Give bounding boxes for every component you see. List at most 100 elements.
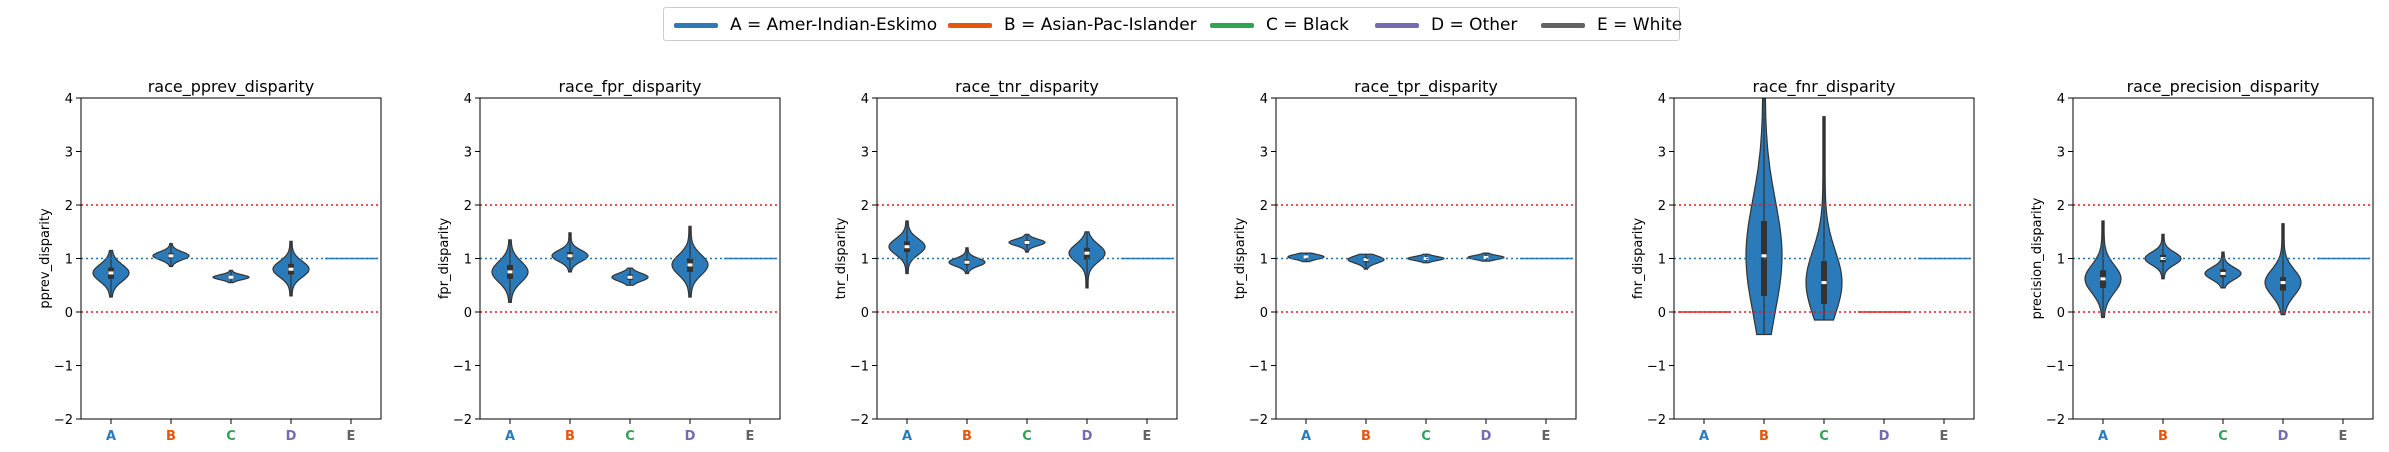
legend-item-e: E = White — [1541, 8, 1682, 42]
panel-5-xtick-label: B — [1759, 429, 1769, 444]
panel-1-ytick-label: −1 — [54, 360, 73, 375]
panel-1-ytick-label: 4 — [65, 92, 73, 107]
panel-6-ytick-label: 2 — [2057, 199, 2065, 214]
panel-3-xtick-label: C — [1022, 429, 1032, 444]
panel-2-frame — [479, 97, 781, 420]
panel-4-xtick-label: D — [1481, 429, 1492, 444]
panel-6-median-D — [2280, 281, 2286, 285]
panel-3-ytick-label: 2 — [861, 199, 869, 214]
legend-swatch-e — [1541, 22, 1585, 28]
panel-1-median-B — [168, 254, 174, 258]
panel-5-ytick-label: 1 — [1658, 253, 1666, 268]
panel-2-median-A — [507, 270, 513, 274]
panel-6-xtick-label: A — [2098, 429, 2108, 444]
panel-1-ylabel: pprev_disparity — [38, 208, 53, 309]
panel-4-title: race_tpr_disparity — [1354, 77, 1498, 97]
legend-swatch-b — [948, 22, 992, 28]
panel-1-ytick-label: 2 — [65, 199, 73, 214]
panel-2-ytick-label: 3 — [464, 146, 472, 161]
panel-1-ytick-label: −2 — [54, 413, 73, 428]
panel-1-frame — [80, 97, 382, 420]
panel-6-title: race_precision_disparity — [2127, 77, 2320, 97]
panel-1-ytick-label: 3 — [65, 146, 73, 161]
panel-2-ytick-label: 1 — [464, 253, 472, 268]
legend-swatch-c — [1210, 22, 1254, 28]
panel-5-xtick-label: E — [1940, 429, 1949, 444]
panel-3-median-D — [1084, 251, 1090, 255]
panel-6-ytick-label: −2 — [2046, 413, 2065, 428]
panel-4-xtick-label: B — [1361, 429, 1371, 444]
legend-swatch-a — [674, 22, 718, 28]
panel-3-xtick-label: B — [962, 429, 972, 444]
panel-1-ytick-label: 1 — [65, 253, 73, 268]
panel-4-ytick-label: 3 — [1260, 146, 1268, 161]
panel-5-median-C — [1821, 281, 1827, 285]
legend-label-e: E = White — [1597, 15, 1683, 35]
panel-6-ytick-label: 0 — [2057, 306, 2065, 321]
panel-5-ytick-label: 2 — [1658, 199, 1666, 214]
legend-item-b: B = Asian-Pac-Islander — [948, 8, 1197, 42]
panel-3-ytick-label: 0 — [861, 306, 869, 321]
panel-1-title: race_pprev_disparity — [148, 77, 315, 97]
panel-1-xtick-label: E — [347, 429, 356, 444]
panel-3-title: race_tnr_disparity — [955, 77, 1099, 97]
panel-1-violins — [92, 240, 377, 298]
panel-3-ytick-label: 3 — [861, 146, 869, 161]
panel-2-median-C — [627, 275, 633, 279]
panel-2-xtick-label: B — [565, 429, 575, 444]
panel-5-frame — [1673, 97, 1975, 420]
panel-5-ytick-label: −1 — [1647, 360, 1666, 375]
panel-2-median-D — [687, 263, 693, 267]
panel-4-xtick-label: C — [1421, 429, 1431, 444]
legend-item-a: A = Amer-Indian-Eskimo — [674, 8, 937, 42]
panel-1-median-A — [108, 271, 114, 275]
panel-3-ytick-label: 4 — [861, 92, 869, 107]
panel-1-xtick-label: D — [286, 429, 297, 444]
panel-1-ytick-label: 0 — [65, 306, 73, 321]
panel-1-xtick-label: B — [166, 429, 176, 444]
panel-4-xtick-label: E — [1542, 429, 1551, 444]
panel-5-ytick-label: 0 — [1658, 306, 1666, 321]
panel-1-xtick-label: C — [226, 429, 236, 444]
panel-6-frame — [2072, 97, 2374, 420]
panel-5-violins — [1678, 98, 1970, 336]
panel-3-ylabel: tnr_disparity — [834, 217, 849, 299]
panel-3-median-B — [964, 260, 970, 264]
panel-3-median-C — [1024, 240, 1030, 244]
panel-4-median-D — [1483, 255, 1489, 259]
panel-3-xtick-label: E — [1143, 429, 1152, 444]
panel-5-xtick-label: C — [1819, 429, 1829, 444]
panel-5-xtick-label: A — [1699, 429, 1709, 444]
panel-5-ytick-label: 4 — [1658, 92, 1666, 107]
panel-6-ytick-label: −1 — [2046, 360, 2065, 375]
panel-4-ylabel: tpr_disparity — [1233, 217, 1248, 299]
panel-6-ytick-label: 3 — [2057, 146, 2065, 161]
panel-6-xtick-label: C — [2218, 429, 2228, 444]
panel-4-violins — [1287, 252, 1572, 270]
panel-1-median-C — [228, 275, 234, 279]
panel-4-ytick-label: 0 — [1260, 306, 1268, 321]
panel-3-ytick-label: −1 — [850, 360, 869, 375]
panel-6-xtick-label: B — [2158, 429, 2168, 444]
legend-label-b: B = Asian-Pac-Islander — [1004, 15, 1197, 35]
panel-4-ytick-label: 1 — [1260, 253, 1268, 268]
panel-5-median-B — [1761, 254, 1767, 258]
panel-6-median-A — [2100, 277, 2106, 281]
panel-2-xtick-label: A — [505, 429, 515, 444]
panel-3-xtick-label: D — [1082, 429, 1093, 444]
panel-2-median-B — [567, 254, 573, 258]
panel-2-violins — [491, 225, 776, 303]
panel-6-xtick-label: D — [2278, 429, 2289, 444]
panel-2-ytick-label: 0 — [464, 306, 472, 321]
panel-6-violins — [2084, 220, 2369, 318]
legend-swatch-d — [1375, 22, 1419, 28]
panel-6-ylabel: precision_disparity — [2030, 197, 2045, 319]
panel-4-median-B — [1363, 258, 1369, 262]
legend-label-d: D = Other — [1431, 15, 1518, 35]
panel-2-xtick-label: D — [685, 429, 696, 444]
panel-1-xtick-label: A — [106, 429, 116, 444]
panel-2-xtick-label: E — [746, 429, 755, 444]
panel-5-xtick-label: D — [1879, 429, 1890, 444]
panel-4-ytick-label: −2 — [1249, 413, 1268, 428]
panel-3-xtick-label: A — [902, 429, 912, 444]
